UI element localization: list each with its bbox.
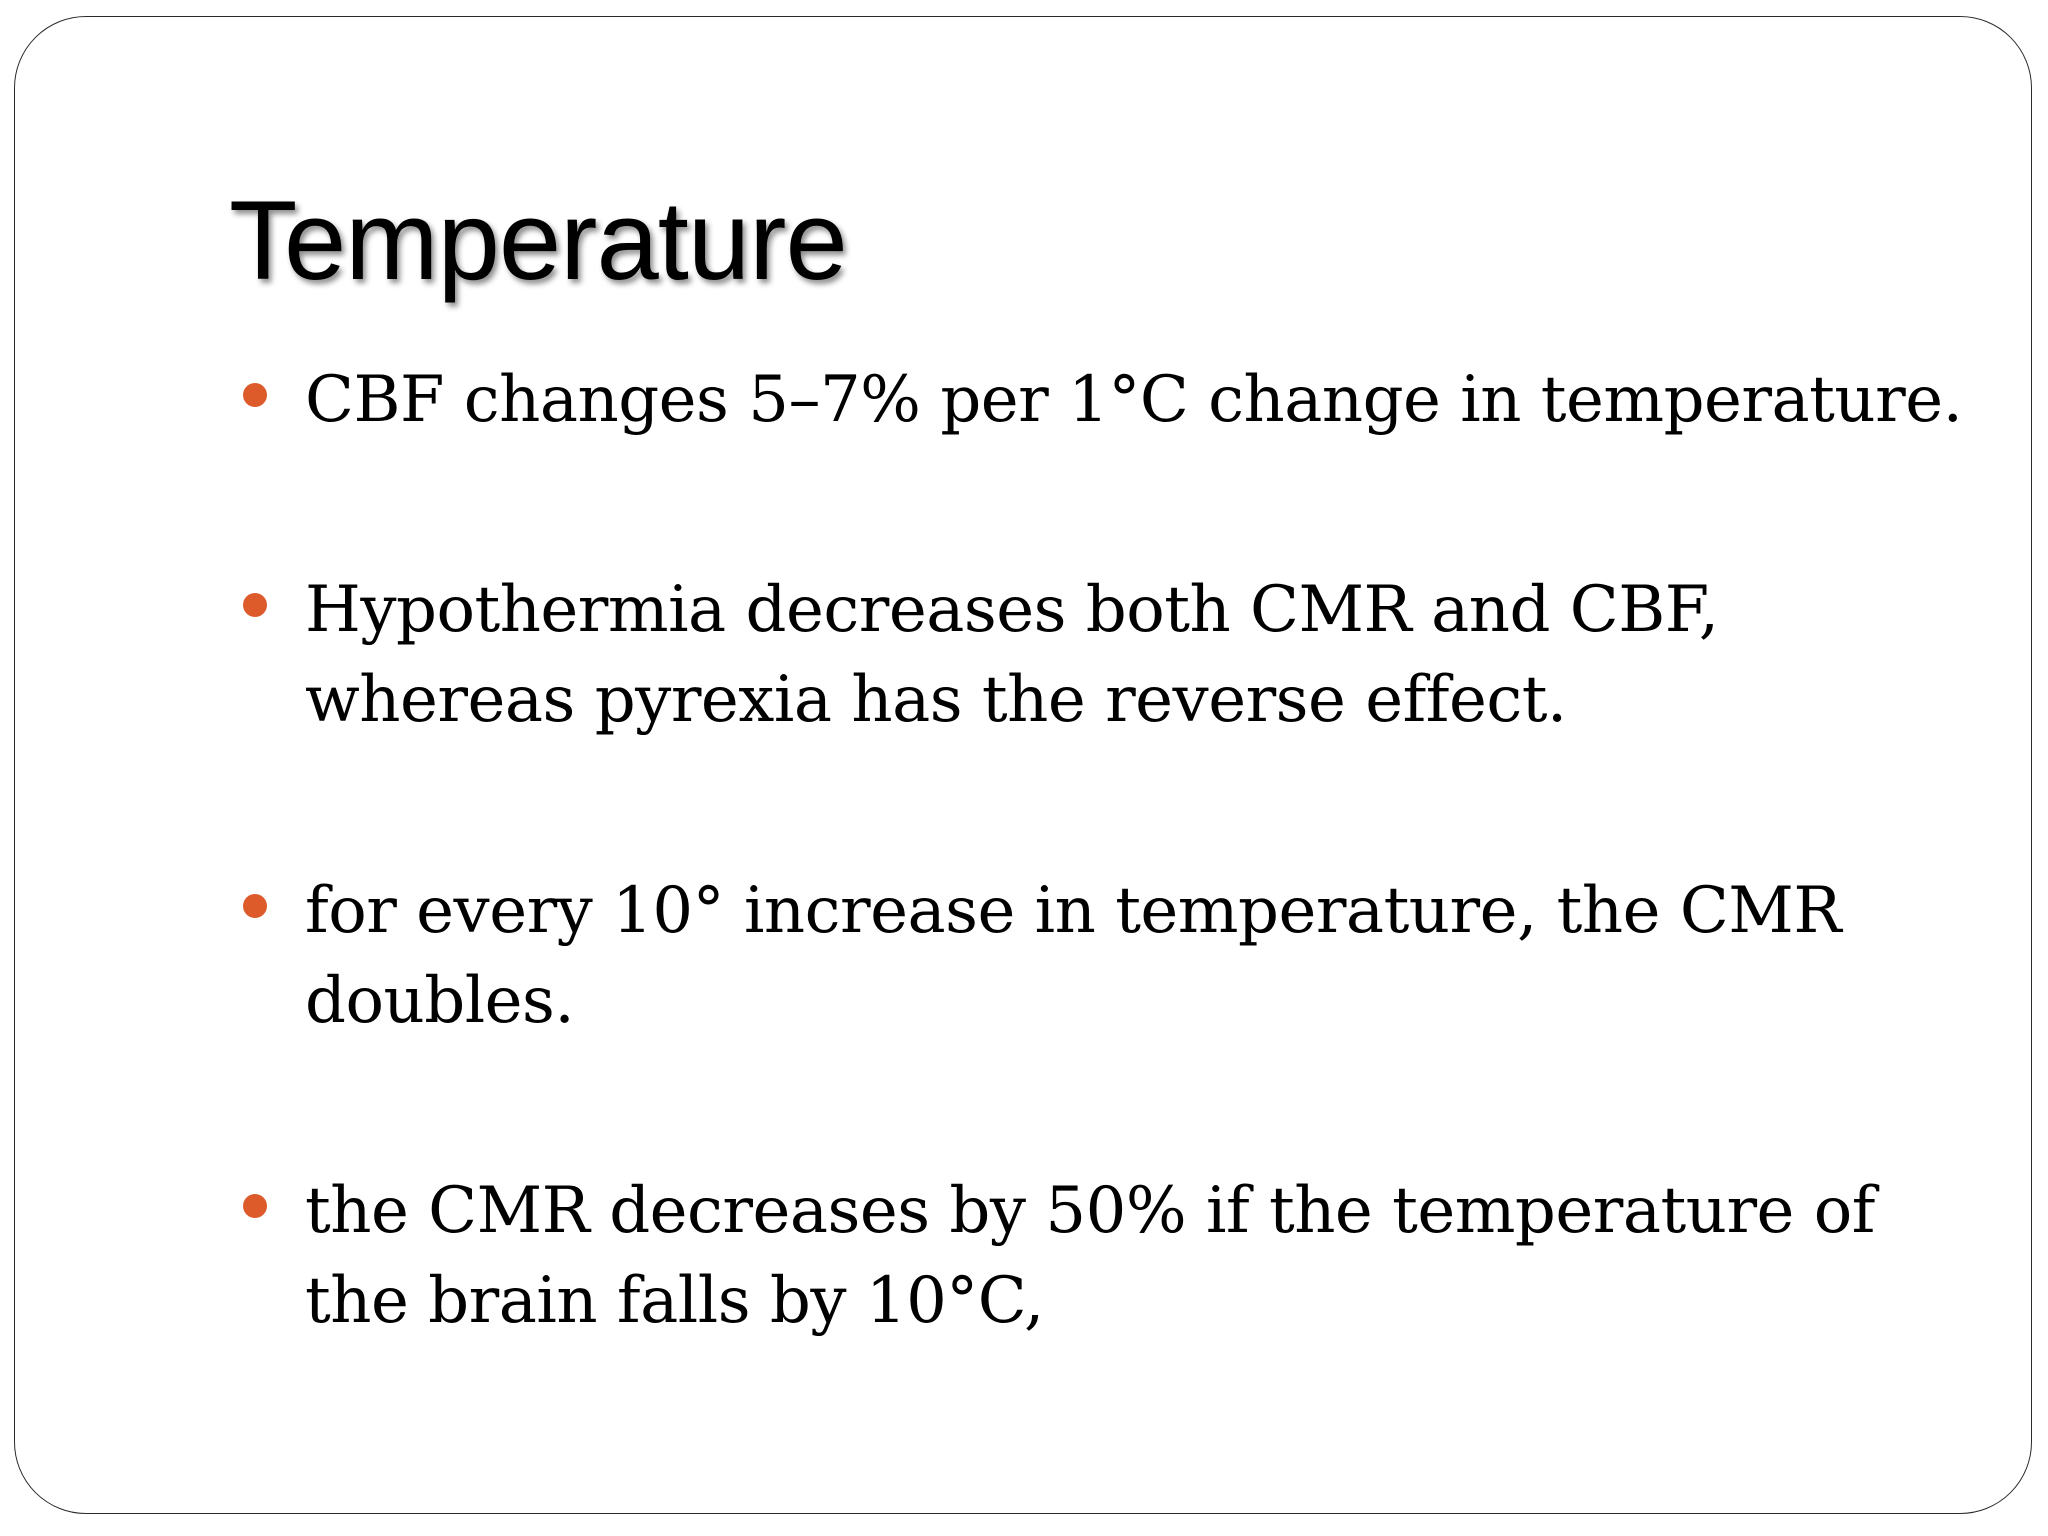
bullet-item: the CMR decreases by 50% if the temperat… — [229, 1166, 1969, 1346]
slide-title: Temperature — [229, 178, 848, 303]
bullet-dot-icon — [243, 383, 267, 407]
bullet-dot-icon — [243, 894, 267, 918]
slide-frame: Temperature CBF changes 5–7% per 1°C cha… — [14, 16, 2032, 1514]
bullet-item: Hypothermia decreases both CMR and CBF, … — [229, 565, 1969, 745]
bullet-text: for every 10° increase in temperature, t… — [305, 874, 1842, 1038]
bullet-text: CBF changes 5–7% per 1°C change in tempe… — [305, 363, 1963, 437]
bullet-text: Hypothermia decreases both CMR and CBF, … — [305, 573, 1719, 737]
bullet-text: the CMR decreases by 50% if the temperat… — [305, 1174, 1875, 1338]
bullet-dot-icon — [243, 593, 267, 617]
bullet-item: CBF changes 5–7% per 1°C change in tempe… — [229, 355, 1969, 445]
bullet-item: for every 10° increase in temperature, t… — [229, 866, 1969, 1046]
bullet-dot-icon — [243, 1194, 267, 1218]
